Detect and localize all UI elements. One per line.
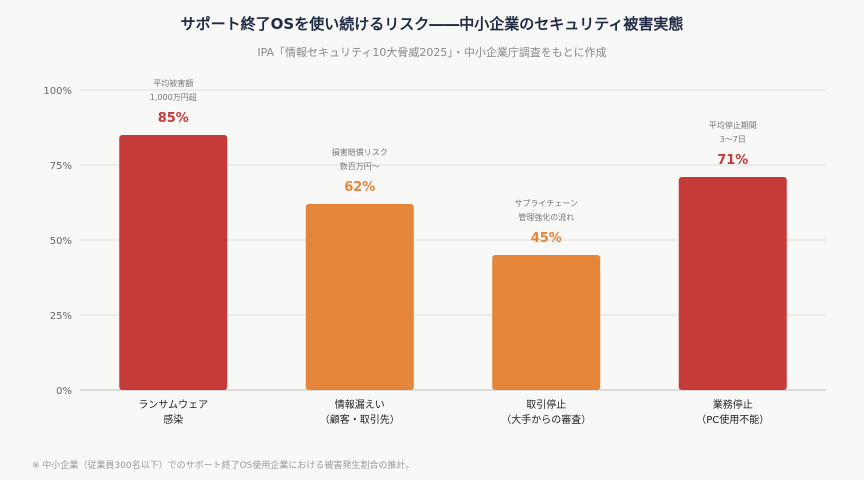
data-label: 71%: [717, 153, 748, 168]
bar: [678, 177, 787, 390]
data-label: 62%: [344, 180, 375, 195]
annotation-text: 3～7日: [720, 135, 746, 144]
bar: [492, 255, 601, 390]
x-tick-label: （PC使用不能）: [696, 413, 769, 426]
annotation-text: 平均停止期間: [709, 120, 757, 130]
y-tick-label: 75%: [50, 161, 72, 172]
x-tick-label: （顧客・取引先）: [320, 413, 400, 426]
annotation-text: 数百万円～: [340, 161, 380, 171]
chart-title: サポート終了OSを使い続けるリスク――中小企業のセキュリティ被害実態: [180, 15, 684, 33]
annotation-text: 管理強化の流れ: [518, 212, 574, 222]
footnote: ※ 中小企業（従業員300名以下）でのサポート終了OS使用企業における被害発生割…: [32, 461, 415, 471]
x-tick-label: 業務停止: [713, 398, 753, 411]
x-tick-label: 取引停止: [526, 398, 566, 411]
y-tick-label: 25%: [50, 311, 72, 322]
y-tick-label: 50%: [50, 236, 72, 247]
x-tick-label: ランサムウェア: [138, 399, 208, 411]
annotation-text: サプライチェーン: [514, 199, 578, 208]
annotation-text: 平均被害額: [153, 78, 193, 88]
bar: [305, 204, 414, 390]
x-tick-label: 情報漏えい: [335, 398, 385, 411]
data-label: 45%: [531, 231, 562, 246]
y-tick-label: 0%: [56, 386, 72, 397]
y-tick-label: 100%: [43, 86, 72, 97]
data-label: 85%: [158, 111, 189, 126]
annotation-text: 損害賠償リスク: [332, 147, 388, 157]
x-tick-label: 感染: [163, 413, 183, 426]
x-tick-label: （大手からの審査）: [501, 413, 591, 426]
chart-subtitle: IPA「情報セキュリティ10大脅威2025」・中小企業庁調査をもとに作成: [257, 46, 607, 59]
annotation-text: 1,000万円超: [150, 92, 197, 102]
bar: [119, 135, 228, 390]
